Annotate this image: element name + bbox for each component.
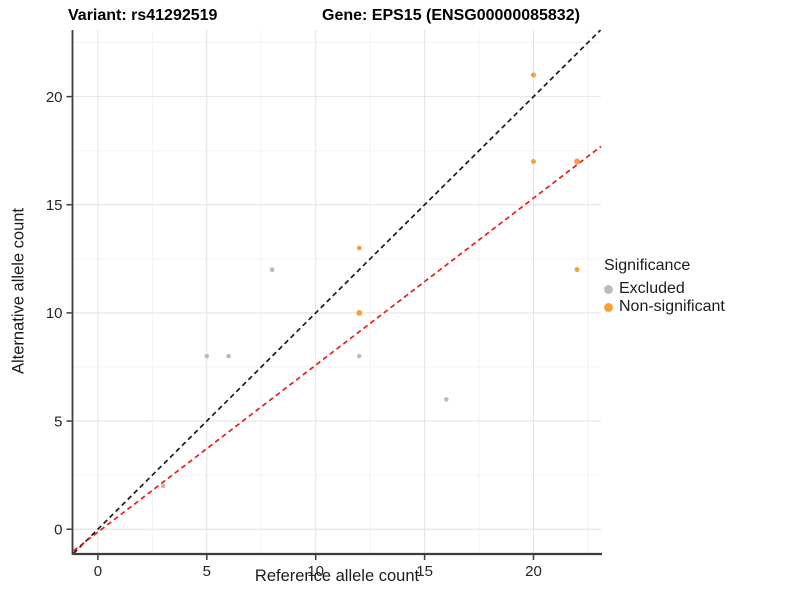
x-tick-label: 0 (94, 563, 102, 580)
expected-ratio-line (72, 145, 602, 552)
gene-title: Gene: EPS15 (ENSG00000085832) (322, 7, 580, 24)
data-point-excluded (269, 267, 275, 273)
identity-line (72, 29, 602, 555)
x-axis-label: Reference allele count (254, 567, 420, 585)
x-tick-label: 10 (307, 563, 324, 580)
data-point-non-significant (356, 245, 362, 251)
legend-title: Significance (604, 257, 691, 274)
legend-item-non-significant: Non-significant (604, 298, 725, 316)
data-point-excluded (226, 353, 231, 359)
y-tick-label: 10 (46, 305, 63, 322)
y-tick-label: 0 (54, 521, 62, 538)
x-tick-label: 20 (525, 563, 542, 580)
data-point-non-significant (574, 267, 580, 273)
x-tick-label: 15 (416, 563, 433, 580)
data-point-non-significant (574, 158, 581, 165)
excluded-dot-icon (604, 284, 613, 294)
y-tick-label: 15 (46, 197, 63, 214)
data-point-non-significant (530, 72, 536, 78)
legend-item-label: Excluded (619, 280, 685, 297)
data-point-non-significant (356, 309, 363, 316)
legend: Significance Excluded Non-significant (604, 257, 725, 316)
data-point-excluded (204, 353, 210, 359)
x-tick-label: 5 (203, 563, 211, 580)
non-significant-dot-icon (604, 302, 613, 312)
legend-item-label: Non-significant (619, 298, 725, 315)
y-tick-label: 20 (46, 89, 63, 106)
data-point-excluded (356, 353, 362, 359)
legend-item-excluded: Excluded (604, 280, 725, 298)
variant-title: Variant: rs41292519 (68, 7, 218, 24)
y-tick-label: 5 (54, 413, 62, 430)
data-point-excluded (444, 397, 449, 402)
y-axis-label: Alternative allele count (9, 207, 28, 375)
data-point-non-significant (530, 159, 536, 165)
data-point-excluded (160, 483, 166, 489)
